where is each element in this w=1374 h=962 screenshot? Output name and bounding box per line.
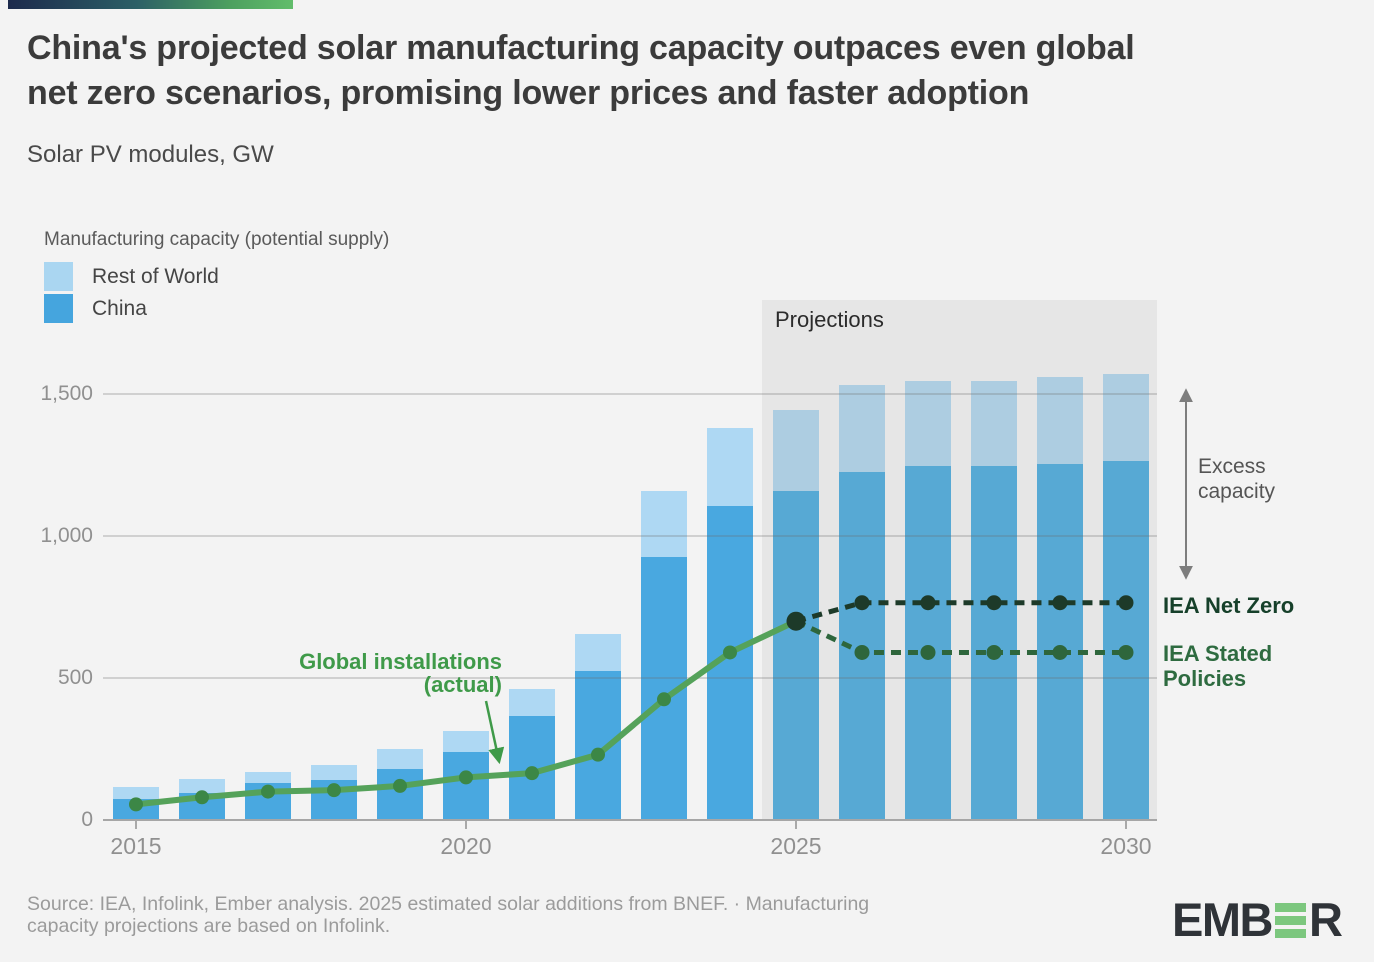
bar-china-2023 (641, 557, 687, 820)
legend-item-rest-of-world: Rest of World (44, 262, 389, 291)
bar-china-2027 (905, 466, 951, 820)
bar-rest-of-world-2028 (971, 381, 1017, 467)
x-axis-tick-2025 (795, 821, 797, 829)
brand-gradient-bar (8, 0, 293, 9)
legend-label-china: China (92, 296, 147, 320)
x-axis-label-2015: 2015 (110, 833, 162, 859)
y-axis-label-1500: 1,500 (40, 382, 93, 405)
projections-region (762, 300, 1157, 820)
ember-logo: EMB R (1172, 893, 1343, 946)
bar-rest-of-world-2016 (179, 779, 225, 793)
bar-china-2029 (1037, 463, 1083, 820)
bar-rest-of-world-2015 (113, 787, 159, 799)
bar-china-2015 (113, 798, 159, 820)
x-axis-label-2030: 2030 (1100, 833, 1152, 859)
y-axis-label-0: 0 (81, 808, 93, 831)
bar-china-2022 (575, 670, 621, 820)
legend: Manufacturing capacity (potential supply… (44, 229, 389, 326)
excess-capacity-label: Excess capacity (1198, 455, 1276, 503)
ember-logo-text-r: R (1308, 893, 1343, 946)
bar-china-2017 (245, 783, 291, 820)
bar-rest-of-world-2018 (311, 764, 357, 781)
gridline-1000 (103, 535, 1157, 537)
bar-china-2016 (179, 793, 225, 820)
legend-title: Manufacturing capacity (potential supply… (44, 229, 390, 250)
ember-logo-green-e-icon (1274, 903, 1306, 938)
source-note: Source: IEA, Infolink, Ember analysis. 2… (27, 893, 870, 937)
bar-rest-of-world-2024 (707, 428, 753, 507)
page-title: China's projected solar manufacturing ca… (27, 29, 1135, 112)
x-axis-tick-2020 (465, 821, 467, 829)
gridline-1500 (103, 393, 1157, 395)
x-axis-tick-2030 (1125, 821, 1127, 829)
bar-rest-of-world-2020 (443, 730, 489, 752)
bar-china-2028 (971, 466, 1017, 820)
page-subtitle: Solar PV modules, GW (27, 141, 274, 168)
rest-of-world-swatch (44, 262, 73, 291)
y-axis-label-1000: 1,000 (40, 524, 93, 547)
bar-rest-of-world-2022 (575, 633, 621, 671)
bar-china-2025 (773, 490, 819, 820)
bar-china-2020 (443, 751, 489, 820)
legend-label-rest-of-world: Rest of World (92, 264, 219, 288)
bar-china-2021 (509, 716, 555, 820)
bar-rest-of-world-2019 (377, 749, 423, 769)
y-axis-label-500: 500 (57, 666, 93, 689)
iea-net-zero-label: IEA Net Zero (1163, 593, 1295, 618)
x-axis-label-2020: 2020 (440, 833, 492, 859)
bar-china-2018 (311, 780, 357, 820)
bar-china-2030 (1103, 460, 1149, 820)
bar-rest-of-world-2030 (1103, 374, 1149, 461)
legend-item-china: China (44, 294, 389, 323)
ember-logo-text-emb: EMB (1172, 893, 1273, 946)
china-swatch (44, 294, 73, 323)
bar-china-2024 (707, 506, 753, 820)
bar-rest-of-world-2029 (1037, 376, 1083, 464)
gridline-0 (103, 819, 1157, 821)
bar-china-2026 (839, 472, 885, 820)
bar-rest-of-world-2017 (245, 771, 291, 784)
global-installations-label: Global installations (actual) (299, 649, 502, 697)
bar-rest-of-world-2027 (905, 381, 951, 467)
x-axis-label-2025: 2025 (770, 833, 822, 859)
projections-label: Projections (775, 307, 884, 332)
bar-rest-of-world-2021 (509, 689, 555, 717)
bar-rest-of-world-2026 (839, 385, 885, 473)
x-axis-tick-2015 (135, 821, 137, 829)
bar-rest-of-world-2025 (773, 409, 819, 491)
iea-stated-policies-label: IEA Stated Policies (1163, 641, 1273, 691)
bar-china-2019 (377, 768, 423, 820)
bar-rest-of-world-2023 (641, 490, 687, 558)
